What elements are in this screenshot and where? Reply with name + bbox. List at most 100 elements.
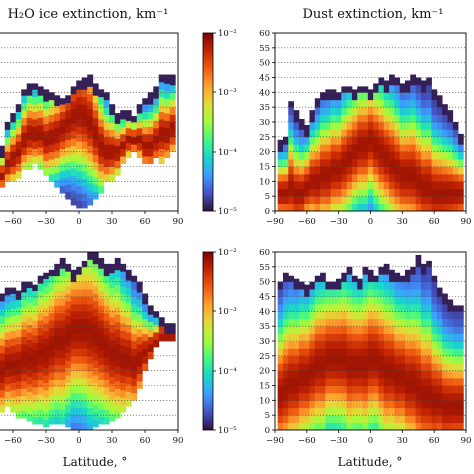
- heatmap-cell: [330, 129, 337, 138]
- heatmap-cell: [373, 355, 379, 364]
- heatmap-cell: [304, 136, 310, 145]
- heatmap-cell: [76, 274, 83, 283]
- heatmap-cell: [378, 151, 385, 160]
- heatmap-cell: [325, 114, 332, 123]
- heatmap-cell: [125, 361, 132, 370]
- heatmap-cell: [394, 151, 401, 160]
- heatmap-cell: [410, 281, 416, 290]
- heatmap-cell: [304, 407, 310, 416]
- heatmap-cell: [399, 378, 406, 386]
- heatmap-cell: [136, 366, 143, 375]
- heatmap-cell: [37, 139, 44, 148]
- heatmap-cell: [367, 89, 374, 93]
- heatmap-cell: [341, 196, 348, 204]
- heatmap-cell: [452, 333, 459, 342]
- heatmap-cell: [410, 407, 416, 416]
- heatmap-cell: [98, 96, 105, 105]
- heatmap-cell: [81, 407, 88, 416]
- heatmap-cell: [373, 407, 379, 416]
- heatmap-cell: [70, 145, 77, 154]
- heatmap-cell: [336, 333, 342, 342]
- heatmap-cell: [351, 400, 358, 409]
- heatmap-cell: [76, 185, 83, 194]
- heatmap-cell: [447, 114, 454, 123]
- heatmap-cell: [304, 311, 310, 320]
- heatmap-cell: [54, 394, 61, 403]
- heatmap-cell: [54, 263, 61, 269]
- heatmap-cell: [114, 336, 121, 345]
- heatmap-cell: [282, 348, 289, 357]
- heatmap-cell: [136, 281, 143, 286]
- heatmap-cell: [277, 400, 284, 409]
- heatmap-cell: [114, 145, 121, 154]
- heatmap-cell: [351, 296, 358, 305]
- heatmap-cell: [21, 162, 28, 170]
- heatmap-cell: [277, 173, 284, 182]
- heatmap-cell: [357, 173, 363, 182]
- heatmap-cell: [389, 392, 395, 401]
- heatmap-cell: [65, 271, 72, 280]
- heatmap-cell: [142, 318, 149, 327]
- heatmap-cell: [81, 400, 88, 409]
- heatmap-cell: [48, 275, 55, 284]
- heatmap-cell: [341, 370, 348, 379]
- heatmap-cell: [320, 326, 326, 334]
- heatmap-cell: [169, 114, 176, 123]
- heatmap-cell: [81, 348, 88, 357]
- heatmap-cell: [87, 289, 94, 297]
- heatmap-cell: [98, 349, 105, 358]
- heatmap-cell: [378, 144, 385, 153]
- heatmap-cell: [415, 166, 422, 175]
- heatmap-cell: [48, 327, 55, 336]
- heatmap-cell: [330, 188, 337, 197]
- heatmap-cell: [288, 151, 294, 160]
- heatmap-cell: [288, 303, 294, 312]
- heatmap-cell: [314, 159, 321, 167]
- heatmap-cell: [436, 203, 443, 211]
- heatmap-cell: [288, 188, 294, 197]
- heatmap-cell: [147, 329, 154, 337]
- heatmap-cell: [452, 355, 459, 364]
- heatmap-cell: [420, 173, 427, 182]
- heatmap-cell: [320, 144, 326, 153]
- heatmap-cell: [147, 104, 154, 113]
- heatmap-cell: [436, 129, 443, 138]
- heatmap-cell: [43, 397, 50, 406]
- heatmap-cell: [431, 326, 438, 334]
- heatmap-cell: [98, 335, 105, 343]
- heatmap-cell: [452, 151, 459, 160]
- heatmap-cell: [98, 133, 105, 142]
- heatmap-cell: [277, 151, 284, 160]
- heatmap-cell: [458, 173, 464, 182]
- heatmap-cell: [415, 400, 422, 409]
- heatmap-cell: [304, 333, 310, 342]
- y-tick-label: 40: [259, 88, 270, 98]
- heatmap-cell: [37, 342, 44, 351]
- heatmap-cell: [415, 303, 422, 312]
- heatmap-cell: [26, 281, 33, 288]
- heatmap-cell: [362, 129, 369, 138]
- heatmap-cell: [436, 422, 443, 430]
- heatmap-cell: [378, 166, 385, 175]
- heatmap-cell: [277, 333, 284, 342]
- heatmap-cell: [426, 99, 432, 108]
- heatmap-cell: [98, 275, 105, 284]
- heatmap-cell: [447, 151, 454, 160]
- heatmap-cell: [298, 415, 305, 423]
- heatmap-cell: [43, 123, 50, 132]
- heatmap-cell: [436, 407, 443, 416]
- heatmap-cell: [341, 392, 348, 401]
- heatmap-cell: [103, 268, 110, 277]
- heatmap-cell: [26, 391, 33, 400]
- heatmap-cell: [420, 281, 427, 290]
- heatmap-cell: [436, 287, 443, 290]
- heatmap-cell: [114, 329, 121, 337]
- heatmap-cell: [420, 333, 427, 342]
- y-tick-label: 15: [259, 163, 270, 173]
- heatmap-cell: [383, 173, 390, 182]
- heatmap-cell: [325, 188, 332, 197]
- heatmap-cell: [15, 156, 22, 164]
- heatmap-cell: [426, 355, 432, 364]
- heatmap-cell: [320, 188, 326, 197]
- heatmap-cell: [399, 318, 406, 327]
